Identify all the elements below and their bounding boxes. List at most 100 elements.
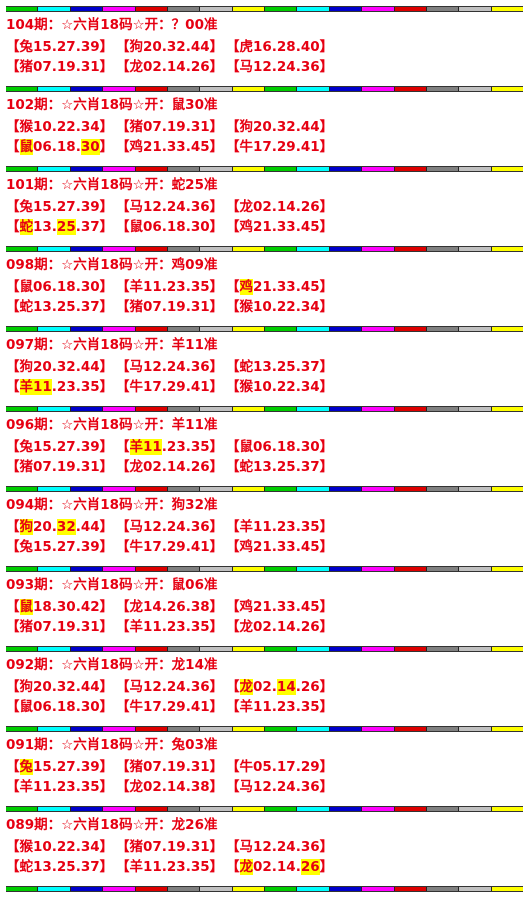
group-text: 鼠06.18.30 xyxy=(129,219,210,235)
color-divider-segment xyxy=(70,567,104,571)
prediction-group: 【马12.24.36】 xyxy=(116,357,226,377)
color-divider-segment xyxy=(491,567,523,571)
color-divider-segment xyxy=(426,7,460,11)
prediction-group: 【鸡21.33.45】 xyxy=(226,277,336,297)
color-divider-segment xyxy=(103,247,136,251)
color-divider-segment xyxy=(232,87,265,91)
highlighted-hit: 30 xyxy=(80,139,100,155)
group-text: 猴10.22.34 xyxy=(239,299,320,315)
prediction-group: 【猪07.19.31】 xyxy=(6,617,116,637)
color-divider-segment xyxy=(167,567,201,571)
prediction-group: 【鼠06.18.30】 xyxy=(6,137,116,157)
color-divider-segment xyxy=(232,167,265,171)
highlighted-hit: 羊11 xyxy=(129,439,162,455)
prediction-group: 【马12.24.36】 xyxy=(226,57,336,77)
group-text: 【 xyxy=(226,619,240,635)
color-divider-segment xyxy=(38,87,71,91)
group-text: 】 xyxy=(209,299,224,315)
group-text: 龙02.14.26 xyxy=(239,199,320,215)
record-block: 089期：☆六肖18码☆开：龙26准 【猴10.22.34】 【猪07.19.31】… xyxy=(6,806,523,886)
color-divider-bar xyxy=(6,886,523,892)
group-text: 【 xyxy=(226,379,240,395)
color-divider-segment xyxy=(297,407,330,411)
color-divider-segment xyxy=(200,7,233,11)
prediction-group: 【马12.24.36】 xyxy=(226,837,336,857)
color-divider-segment xyxy=(426,647,460,651)
color-divider-segment xyxy=(426,87,460,91)
color-divider-segment xyxy=(459,567,492,571)
color-divider-segment xyxy=(329,567,363,571)
prediction-group: 【鼠06.18.30】 xyxy=(116,217,226,237)
record-title: 092期：☆六肖18码☆开：龙14准 xyxy=(6,657,218,673)
record-block: 096期：☆六肖18码☆开：羊11准 【兔15.27.39】 【羊11.23.35】… xyxy=(6,406,523,486)
group-text: 鸡21.33.45 xyxy=(239,599,320,615)
color-divider-segment xyxy=(70,807,104,811)
group-text: 猪07.19.31 xyxy=(19,59,100,75)
color-divider-bar xyxy=(6,486,523,492)
highlighted-hit: 26 xyxy=(300,859,320,875)
color-divider-segment xyxy=(459,487,492,491)
group-text: 】 xyxy=(99,619,114,635)
color-divider-segment xyxy=(200,647,233,651)
group-text: 13. xyxy=(33,219,57,235)
group-text: .26】 xyxy=(295,679,334,695)
record-block: 093期：☆六肖18码☆开：鼠06准 【鼠18.30.42】 【龙14.26.38】… xyxy=(6,566,523,646)
color-divider-bar xyxy=(6,566,523,572)
group-text: 蛇13.25.37 xyxy=(19,859,100,875)
group-text: 】 xyxy=(99,199,114,215)
prediction-row: 【狗20.32.44】 【马12.24.36】 【龙02.14.26】 xyxy=(6,677,336,697)
color-divider-segment xyxy=(103,7,136,11)
prediction-row: 【鼠06.18.30】 【鸡21.33.45】 【牛17.29.41】 xyxy=(6,137,336,157)
prediction-row: 【兔15.27.39】 【狗20.32.44】 【虎16.28.40】 xyxy=(6,37,336,57)
prediction-group: 【鼠06.18.30】 xyxy=(6,697,116,717)
group-text: 06.18. xyxy=(33,139,81,155)
color-divider-segment xyxy=(6,7,39,11)
group-text: 】 xyxy=(319,59,334,75)
group-text: 】 xyxy=(319,459,334,475)
group-text: 02. xyxy=(253,679,277,695)
color-divider-segment xyxy=(38,327,71,331)
prediction-group: 【狗20.32.44】 xyxy=(6,517,116,537)
group-text: 【 xyxy=(226,539,240,555)
color-divider-segment xyxy=(103,167,136,171)
color-divider-segment xyxy=(103,807,136,811)
prediction-group: 【狗20.32.44】 xyxy=(226,117,336,137)
color-divider-segment xyxy=(135,727,168,731)
group-text: 猪07.19.31 xyxy=(129,759,210,775)
color-divider-segment xyxy=(329,87,363,91)
record-title: 093期：☆六肖18码☆开：鼠06准 xyxy=(6,577,218,593)
group-text: 猪07.19.31 xyxy=(129,119,210,135)
record-title: 091期：☆六肖18码☆开：兔03准 xyxy=(6,737,218,753)
color-divider-segment xyxy=(6,327,39,331)
group-text: 狗20.32.44 xyxy=(19,679,100,695)
group-text: 】 xyxy=(99,59,114,75)
prediction-group: 【龙02.14.26】 xyxy=(116,457,226,477)
prediction-row: 【蛇13.25.37】 【猪07.19.31】 【猴10.22.34】 xyxy=(6,297,336,317)
color-divider-segment xyxy=(459,327,492,331)
group-text: 马12.24.36 xyxy=(129,519,210,535)
color-divider-segment xyxy=(297,807,330,811)
group-text: 兔15.27.39 xyxy=(19,439,100,455)
color-divider-segment xyxy=(232,567,265,571)
prediction-group: 【龙02.14.38】 xyxy=(116,777,226,797)
group-text: 【 xyxy=(116,459,130,475)
group-text: 】 xyxy=(319,439,334,455)
prediction-group: 【猪07.19.31】 xyxy=(116,757,226,777)
color-divider-segment xyxy=(38,647,71,651)
color-divider-segment xyxy=(426,247,460,251)
prediction-row: 【鼠06.18.30】 【牛17.29.41】 【羊11.23.35】 xyxy=(6,697,336,717)
prediction-row: 【兔15.27.39】 【猪07.19.31】 【牛05.17.29】 xyxy=(6,757,336,777)
color-divider-bar xyxy=(6,326,523,332)
highlighted-hit: 32 xyxy=(56,519,76,535)
group-text: 【 xyxy=(116,279,130,295)
group-text: 【 xyxy=(226,39,240,55)
prediction-group: 【狗20.32.44】 xyxy=(6,677,116,697)
group-text: 【 xyxy=(116,299,130,315)
group-text: 【 xyxy=(6,39,20,55)
group-text: 狗20.32.44 xyxy=(129,39,210,55)
prediction-group: 【蛇13.25.37】 xyxy=(226,457,336,477)
color-divider-segment xyxy=(167,247,201,251)
group-text: 【 xyxy=(226,299,240,315)
color-divider-segment xyxy=(135,487,168,491)
group-text: .23.35】 xyxy=(161,439,224,455)
